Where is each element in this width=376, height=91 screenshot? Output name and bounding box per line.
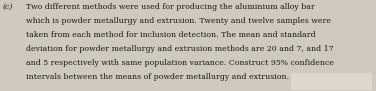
Text: intervals between the means of powder metallurgy and extrusion.: intervals between the means of powder me… <box>26 73 289 81</box>
Text: taken from each method for inclusion detection. The mean and standard: taken from each method for inclusion det… <box>26 31 315 39</box>
Text: Two different methods were used for producing the aluminium alloy bar: Two different methods were used for prod… <box>26 3 314 11</box>
Text: deviation for powder metallurgy and extrusion methods are 20 and 7, and 17: deviation for powder metallurgy and extr… <box>26 45 333 53</box>
Text: and 5 respectively with same population variance. Construct 95% confidence: and 5 respectively with same population … <box>26 59 334 67</box>
Text: (c): (c) <box>3 3 14 11</box>
Text: which is powder metallurgy and extrusion. Twenty and twelve samples were: which is powder metallurgy and extrusion… <box>26 17 331 25</box>
Bar <box>291 73 372 90</box>
